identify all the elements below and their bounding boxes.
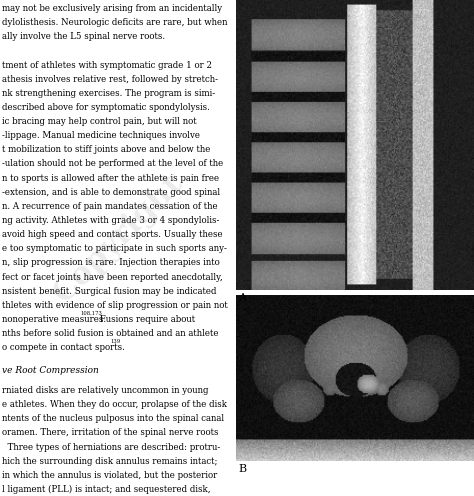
- Text: l ligament (PLL) is intact; and sequestered disk,: l ligament (PLL) is intact; and sequeste…: [2, 485, 211, 494]
- Text: B: B: [238, 464, 246, 474]
- Text: Copyright: Copyright: [48, 167, 189, 309]
- Text: nonoperative measures.: nonoperative measures.: [2, 315, 107, 324]
- Text: t mobilization to stiff joints above and below the: t mobilization to stiff joints above and…: [2, 145, 211, 154]
- Text: 108,173: 108,173: [81, 311, 102, 316]
- Text: ntents of the nucleus pulposus into the spinal canal: ntents of the nucleus pulposus into the …: [2, 414, 225, 424]
- Text: ng activity. Athletes with grade 3 or 4 spondylolis-: ng activity. Athletes with grade 3 or 4 …: [2, 216, 220, 225]
- Text: o compete in contact sports.: o compete in contact sports.: [2, 343, 125, 352]
- Text: n. A recurrence of pain mandates cessation of the: n. A recurrence of pain mandates cessati…: [2, 202, 218, 211]
- Text: Fusions require about: Fusions require about: [97, 315, 195, 324]
- Text: Three types of herniations are described: protru-: Three types of herniations are described…: [2, 442, 220, 452]
- Text: e too symptomatic to participate in such sports any-: e too symptomatic to participate in such…: [2, 245, 227, 253]
- Text: dylolisthesis. Neurologic deficits are rare, but when: dylolisthesis. Neurologic deficits are r…: [2, 18, 228, 27]
- Text: -extension, and is able to demonstrate good spinal: -extension, and is able to demonstrate g…: [2, 188, 220, 197]
- Text: rniated disks are relatively uncommon in young: rniated disks are relatively uncommon in…: [2, 386, 209, 395]
- Text: 139: 139: [110, 339, 120, 344]
- Text: nths before solid fusion is obtained and an athlete: nths before solid fusion is obtained and…: [2, 329, 219, 338]
- Text: athesis involves relative rest, followed by stretch-: athesis involves relative rest, followed…: [2, 75, 219, 84]
- Text: avoid high speed and contact sports. Usually these: avoid high speed and contact sports. Usu…: [2, 230, 223, 239]
- Text: ve Root Compression: ve Root Compression: [2, 366, 99, 375]
- Text: A: A: [238, 293, 246, 303]
- Text: oramen. There, irritation of the spinal nerve roots: oramen. There, irritation of the spinal …: [2, 429, 219, 437]
- Text: thletes with evidence of slip progression or pain not: thletes with evidence of slip progressio…: [2, 301, 228, 310]
- Text: in which the annulus is violated, but the posterior: in which the annulus is violated, but th…: [2, 471, 218, 480]
- Text: described above for symptomatic spondylolysis.: described above for symptomatic spondylo…: [2, 103, 210, 112]
- Text: ally involve the L5 spinal nerve roots.: ally involve the L5 spinal nerve roots.: [2, 32, 165, 41]
- Text: nk strengthening exercises. The program is simi-: nk strengthening exercises. The program …: [2, 89, 216, 98]
- Text: hich the surrounding disk annulus remains intact;: hich the surrounding disk annulus remain…: [2, 457, 218, 466]
- Text: e athletes. When they do occur, prolapse of the disk: e athletes. When they do occur, prolapse…: [2, 400, 228, 409]
- Text: nsistent benefit. Surgical fusion may be indicated: nsistent benefit. Surgical fusion may be…: [2, 287, 217, 296]
- Text: ic bracing may help control pain, but will not: ic bracing may help control pain, but wi…: [2, 117, 197, 126]
- Text: tment of athletes with symptomatic grade 1 or 2: tment of athletes with symptomatic grade…: [2, 61, 212, 69]
- Text: fect or facet joints have been reported anecdotally,: fect or facet joints have been reported …: [2, 273, 223, 282]
- Text: -ulation should not be performed at the level of the: -ulation should not be performed at the …: [2, 160, 224, 169]
- Text: may not be exclusively arising from an incidentally: may not be exclusively arising from an i…: [2, 4, 222, 13]
- Text: n to sports is allowed after the athlete is pain free: n to sports is allowed after the athlete…: [2, 174, 219, 183]
- Text: -lippage. Manual medicine techniques involve: -lippage. Manual medicine techniques inv…: [2, 131, 201, 140]
- Text: n, slip progression is rare. Injection therapies into: n, slip progression is rare. Injection t…: [2, 258, 220, 267]
